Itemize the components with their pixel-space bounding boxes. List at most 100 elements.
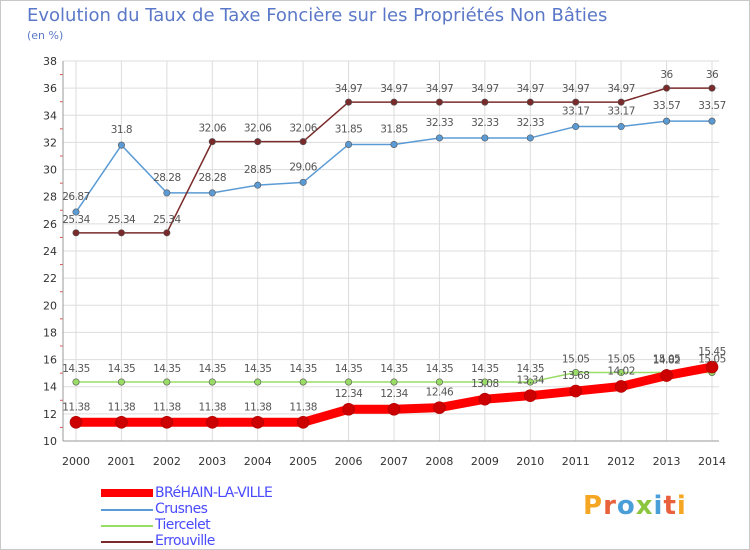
data-point-3-3 xyxy=(208,138,216,146)
y-tick-label: 16 xyxy=(43,354,57,367)
logo-letter: i xyxy=(676,491,687,521)
data-point-0-10 xyxy=(523,389,537,402)
data-point-2-0 xyxy=(72,378,80,386)
y-tick-label: 24 xyxy=(43,245,57,258)
data-point-3-7 xyxy=(390,98,398,106)
data-point-0-12 xyxy=(614,380,628,393)
data-point-0-11 xyxy=(569,384,583,398)
data-label-0-9: 13.08 xyxy=(471,378,499,390)
data-point-1-1 xyxy=(117,141,125,149)
data-label-3-9: 34.97 xyxy=(471,83,499,95)
data-label-0-5: 11.38 xyxy=(289,401,317,413)
y-tick-label: 14 xyxy=(43,381,57,394)
data-label-0-11: 13.68 xyxy=(562,370,590,382)
logo-letter: r xyxy=(603,491,617,521)
data-label-0-4: 11.38 xyxy=(244,401,272,413)
y-axis-unit-label: (en %) xyxy=(27,29,64,42)
data-point-3-6 xyxy=(345,98,353,106)
data-labels: 26.87 31.8 28.28 28.28 28.85 29.06 31.85 31.85 3… xyxy=(62,69,726,413)
data-point-0-0 xyxy=(69,415,83,429)
data-label-0-3: 11.38 xyxy=(199,401,227,413)
data-point-1-8 xyxy=(435,134,443,142)
data-point-1-3 xyxy=(208,189,216,197)
data-label-2-0: 14.35 xyxy=(62,363,90,375)
y-tick-label: 22 xyxy=(43,272,57,285)
data-label-1-6: 31.85 xyxy=(335,123,363,135)
data-label-2-12: 15.05 xyxy=(607,353,635,365)
data-label-2-3: 14.35 xyxy=(199,363,227,375)
y-tick-label: 10 xyxy=(43,435,57,448)
data-point-3-14 xyxy=(708,84,716,92)
data-label-2-5: 14.35 xyxy=(289,363,317,375)
x-tick-label: 2013 xyxy=(653,455,681,468)
y-tick-label: 12 xyxy=(43,408,57,421)
data-point-1-11 xyxy=(572,123,580,131)
data-point-3-13 xyxy=(663,84,671,92)
data-label-1-1: 31.8 xyxy=(111,124,132,136)
legend-label-brehain: BRéHAIN-LA-VILLE xyxy=(155,485,273,501)
data-label-0-0: 11.38 xyxy=(62,401,90,413)
data-label-0-14: 15.45 xyxy=(698,346,726,358)
x-tick-label: 2012 xyxy=(607,455,635,468)
data-label-2-1: 14.35 xyxy=(108,363,136,375)
data-point-2-11 xyxy=(572,368,580,376)
data-point-2-1 xyxy=(117,378,125,386)
data-label-3-0: 25.34 xyxy=(62,214,90,226)
data-point-0-4 xyxy=(251,415,265,429)
proxiti-logo: Proxiti xyxy=(583,491,687,521)
data-label-2-14: 15.05 xyxy=(698,353,726,365)
x-tick-label: 2005 xyxy=(289,455,317,468)
data-point-3-1 xyxy=(117,229,125,237)
data-point-1-5 xyxy=(299,178,307,186)
data-label-1-13: 33.57 xyxy=(653,100,681,112)
data-label-1-12: 33.17 xyxy=(607,106,635,118)
data-label-1-10: 32.33 xyxy=(517,117,545,129)
x-tick-label: 2007 xyxy=(380,455,408,468)
data-label-2-2: 14.35 xyxy=(153,363,181,375)
logo-letter: P xyxy=(583,491,604,521)
data-point-0-9 xyxy=(478,392,492,406)
data-point-0-2 xyxy=(160,415,174,429)
y-tick-label: 38 xyxy=(43,55,57,68)
legend-swatch-crusnes xyxy=(101,509,153,511)
data-label-2-6: 14.35 xyxy=(335,363,363,375)
data-label-0-1: 11.38 xyxy=(108,401,136,413)
axes: 10 12 14 16 18 20 22 24 26 28 30 32 34 36 38 2000 2001 20… xyxy=(43,55,726,468)
grid-lines xyxy=(63,60,719,442)
logo-letter: o xyxy=(616,491,636,521)
data-point-0-1 xyxy=(115,415,128,429)
y-tick-label: 36 xyxy=(43,82,57,95)
data-label-3-11: 34.97 xyxy=(562,83,590,95)
data-point-0-7 xyxy=(387,402,401,416)
data-point-2-4 xyxy=(254,378,262,386)
data-point-3-4 xyxy=(254,138,262,146)
data-point-2-2 xyxy=(163,378,171,386)
data-point-3-8 xyxy=(435,98,443,106)
data-label-0-8: 12.46 xyxy=(426,387,454,399)
data-label-3-10: 34.97 xyxy=(517,83,545,95)
data-label-0-7: 12.34 xyxy=(380,388,408,400)
data-point-2-12 xyxy=(617,368,625,376)
data-point-2-9 xyxy=(481,378,489,386)
data-label-1-2: 28.28 xyxy=(153,172,181,184)
data-label-2-4: 14.35 xyxy=(244,363,272,375)
data-label-3-7: 34.97 xyxy=(380,83,408,95)
x-tick-label: 2010 xyxy=(516,455,544,468)
data-point-3-10 xyxy=(526,98,534,106)
data-label-3-5: 32.06 xyxy=(289,123,317,135)
legend-swatch-errouville xyxy=(101,541,153,543)
y-tick-label: 26 xyxy=(43,218,57,231)
data-label-3-4: 32.06 xyxy=(244,123,272,135)
data-label-1-3: 28.28 xyxy=(199,172,227,184)
data-label-3-8: 34.97 xyxy=(426,83,454,95)
data-label-3-1: 25.34 xyxy=(108,214,136,226)
data-label-1-9: 32.33 xyxy=(471,117,499,129)
data-label-3-2: 25.34 xyxy=(153,214,181,226)
legend-label-crusnes: Crusnes xyxy=(155,501,208,517)
legend-swatch-brehain xyxy=(101,489,153,497)
data-label-1-5: 29.06 xyxy=(289,161,317,173)
data-label-2-11: 15.05 xyxy=(562,353,590,365)
data-label-3-3: 32.06 xyxy=(199,123,227,135)
data-point-2-5 xyxy=(299,378,307,386)
data-point-1-7 xyxy=(390,140,398,148)
